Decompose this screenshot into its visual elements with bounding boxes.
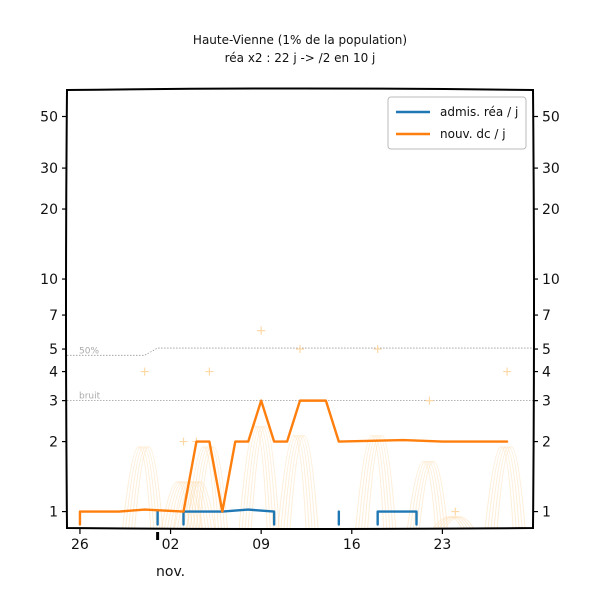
y-tick-label-left: 10 [40,272,58,288]
y-tick-label-left: 2 [49,435,58,451]
x-tick-label: 26 [71,537,89,553]
reference-label: bruit [79,392,101,402]
reference-line [67,347,533,356]
y-tick-label-right: 10 [542,272,560,288]
raw-point [296,345,304,354]
series-line [376,510,418,526]
y-tick-label-right: 5 [542,342,551,358]
raw-fan-line [412,460,442,529]
raw-point [451,507,460,516]
raw-fan-line [173,481,202,529]
raw-fan-line [289,435,319,529]
raw-fan-line [131,446,161,529]
raw-fan-line [185,481,215,529]
raw-fan-line [189,446,219,529]
raw-point [257,326,266,335]
raw-fan-line [134,446,164,529]
raw-fan-line [186,446,216,529]
y-tick-label-right: 50 [542,109,560,125]
raw-point [425,396,434,405]
raw-fan-line [493,446,523,529]
raw-point [503,367,512,376]
x-tick-label: 23 [433,537,451,553]
raw-point [205,367,214,376]
raw-fan-line [241,426,271,529]
chart-title: Haute-Vienne (1% de la population) [193,33,407,47]
raw-fan-line [198,446,228,529]
x-tick-label: 09 [252,537,270,553]
legend-label: admis. réa / j [440,105,518,119]
legend-label: nouv. dc / j [440,127,506,141]
series-line [78,399,509,526]
raw-fan-line [280,435,310,529]
raw-fan-line [415,460,445,529]
raw-fan-line [122,446,152,529]
y-tick-label-left: 4 [49,365,58,381]
x-tick-label: 16 [343,537,361,553]
raw-fan-line [409,460,439,529]
y-tick-label-right: 7 [542,308,551,324]
raw-fan-line [441,516,471,529]
reference-label: 50% [79,346,99,356]
y-tick-label-right: 2 [542,435,551,451]
raw-fan-line [490,446,520,529]
raw-point [179,437,188,446]
legend: admis. réa / j nouv. dc / j [387,96,527,150]
raw-fan-line [238,426,268,529]
plot-frame [65,87,535,530]
x-tick-label: 02 [162,537,180,553]
raw-fan-line [355,435,385,529]
month-label: nov. [156,564,185,580]
y-tick-label-right: 30 [542,161,560,177]
raw-point [140,367,149,376]
raw-fan-line [182,481,212,529]
raw-fan-line [361,435,391,529]
y-tick-label-left: 5 [49,342,58,358]
raw-fan-line [125,446,155,529]
raw-fan-line [128,446,158,529]
raw-fan-line [277,435,307,529]
y-tick-label-left: 7 [49,308,58,324]
raw-point [373,345,382,354]
raw-fan-line [250,426,280,529]
legend-box [387,96,527,150]
raw-fan-line [444,516,474,529]
y-tick-label-right: 20 [542,202,560,218]
y-tick-label-left: 20 [40,202,58,218]
y-tick-label-left: 3 [49,394,58,410]
raw-fan-line [247,426,277,529]
series-line [182,508,276,526]
raw-fan-line [435,516,465,529]
y-tick-label-right: 3 [542,394,551,410]
raw-fan-line [496,446,526,529]
raw-fan-line [406,460,436,529]
raw-fan-line [283,435,313,529]
y-tick-label-left: 50 [40,109,58,125]
raw-fan-line [286,435,316,529]
y-tick-label-left: 30 [40,161,58,177]
raw-fan-line [418,460,448,529]
raw-fan-line [432,516,462,529]
raw-fan-line [173,481,203,529]
raw-fan-line [484,446,514,529]
raw-fan-line [364,435,394,529]
raw-fan-line [367,435,397,529]
raw-fan-line [176,481,206,529]
y-tick-label-right: 1 [542,505,551,521]
chart-subtitle: réa x2 : 22 j -> /2 en 10 j [225,51,376,65]
y-tick-label-right: 4 [542,365,551,381]
raw-fan-line [487,446,517,529]
y-tick-label-left: 1 [49,505,58,521]
raw-fan-line [244,426,274,529]
raw-fan-line [438,516,468,529]
raw-fan-line [358,435,388,529]
